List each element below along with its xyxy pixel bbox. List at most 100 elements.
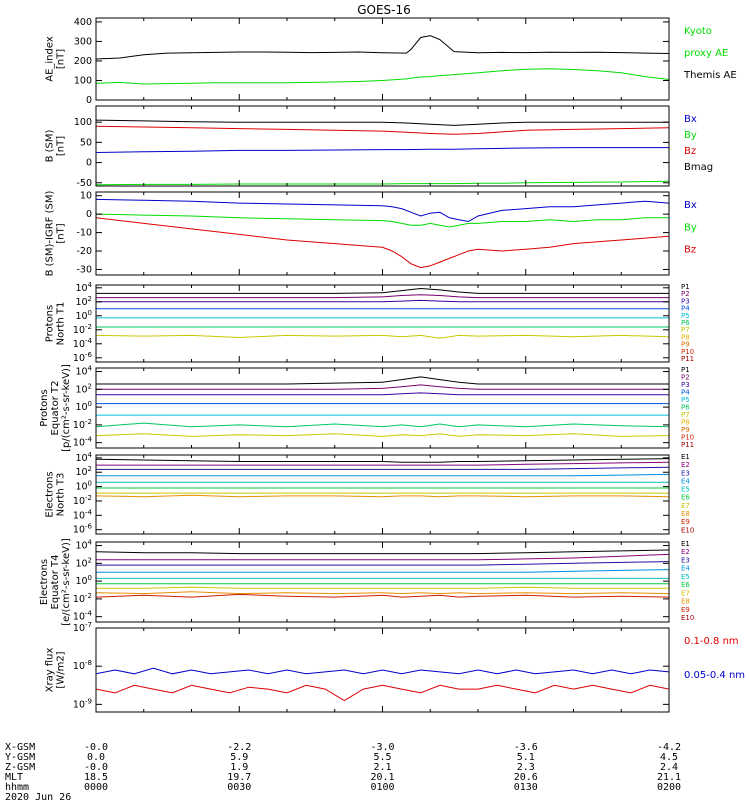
eph-value: 18.5 bbox=[84, 772, 108, 783]
legend-entry: E3 bbox=[681, 469, 690, 477]
eph-value: -3.6 bbox=[514, 742, 538, 753]
panel-bsm: -50 0 50 100 B (SM)[nT] Bx By Bz Bmag bbox=[45, 105, 713, 189]
eph-value: 20.1 bbox=[370, 772, 394, 783]
series-line-en-e1 bbox=[95, 458, 670, 463]
y-axis-label-line: North T1 bbox=[56, 302, 67, 346]
y-tick-exp: -8 bbox=[85, 659, 92, 667]
y-tick-label: 200 bbox=[74, 56, 92, 67]
panel-ae: 0 100 200 300 400 AE_index[nT] Kyoto proxy AE Th… bbox=[45, 17, 737, 106]
legend-entry: 0.05-0.4 nm bbox=[684, 670, 745, 681]
legend-entry: P10 bbox=[681, 348, 694, 356]
series-line-digrf-bx bbox=[95, 198, 670, 223]
y-tick-base: 10 bbox=[75, 367, 87, 378]
y-tick-label: 100 bbox=[75, 574, 92, 587]
y-tick-label: 300 bbox=[74, 36, 92, 47]
y-tick-base: 10 bbox=[73, 510, 85, 521]
y-axis-label-line: Equator T2 bbox=[50, 381, 61, 436]
y-tick-label: 102 bbox=[75, 295, 92, 308]
series-line-pn-p1 bbox=[96, 287, 669, 294]
y-axis-label: ElectronsNorth T3 bbox=[45, 471, 67, 517]
series-line-en-e4 bbox=[96, 473, 670, 477]
legend-entry: E4 bbox=[681, 477, 690, 485]
legend-entry: P4 bbox=[681, 305, 690, 313]
y-tick-label: 104 bbox=[75, 451, 92, 464]
y-tick-label: 104 bbox=[75, 281, 92, 294]
y-tick-label: 104 bbox=[75, 539, 92, 552]
y-tick-base: 10 bbox=[75, 297, 87, 308]
legend-entry: E10 bbox=[681, 614, 694, 622]
legend-entry: E6 bbox=[681, 494, 690, 502]
legend-entry: P1 bbox=[681, 366, 690, 374]
y-tick-base: 10 bbox=[75, 541, 87, 552]
series-line-bsm-by bbox=[95, 180, 670, 186]
panel-frame bbox=[95, 17, 670, 101]
eph-value: -3.0 bbox=[370, 742, 394, 753]
legend-entry: P11 bbox=[681, 441, 694, 449]
eph-value: -2.2 bbox=[227, 742, 251, 753]
legend-entry: Kyoto bbox=[684, 26, 712, 37]
y-tick-base: 10 bbox=[75, 453, 87, 464]
y-tick-base: 10 bbox=[75, 576, 87, 587]
y-tick-exp: 0 bbox=[88, 309, 92, 317]
y-tick-exp: 4 bbox=[88, 539, 93, 547]
legend-entry: Bx bbox=[684, 114, 697, 125]
eph-value: -0.0 bbox=[84, 742, 108, 753]
y-tick-base: 10 bbox=[73, 612, 85, 623]
eph-row-label: Z-GSM bbox=[5, 762, 35, 773]
y-tick-label: 0 bbox=[86, 209, 92, 220]
y-tick-label: 0 bbox=[86, 95, 92, 106]
y-tick-exp: 2 bbox=[88, 556, 92, 564]
y-axis-label: ProtonsEquator T2[p/(cm²-s-sr-keV)] bbox=[39, 364, 72, 452]
y-tick-base: 10 bbox=[75, 283, 87, 294]
y-tick-base: 10 bbox=[73, 353, 85, 364]
y-tick-base: 10 bbox=[73, 623, 85, 634]
eph-row-label: MLT bbox=[5, 772, 23, 783]
y-axis-label-line: B (SM) bbox=[45, 129, 56, 162]
legend-entry: P3 bbox=[681, 381, 690, 389]
y-tick-label: 10-4 bbox=[73, 610, 93, 623]
series-line-pe-p1 bbox=[96, 376, 669, 385]
y-tick-label: 10-8 bbox=[73, 659, 92, 672]
eph-value: 5.9 bbox=[230, 752, 248, 763]
legend-entry: E9 bbox=[681, 518, 690, 526]
series-line-bsm-bx bbox=[95, 147, 669, 153]
panel-frame bbox=[95, 105, 670, 187]
y-tick-exp: 2 bbox=[88, 465, 92, 473]
legend-entry: P7 bbox=[681, 326, 690, 334]
y-axis-label-line: [e/(cm²-s-sr-keV)] bbox=[61, 538, 72, 626]
y-tick-exp: -6 bbox=[85, 523, 93, 531]
y-tick-label: 104 bbox=[75, 365, 92, 378]
legend-entry: E8 bbox=[681, 598, 690, 606]
series-line-pn-p2 bbox=[96, 294, 669, 299]
eph-value: 4.5 bbox=[660, 752, 678, 763]
y-tick-exp: -4 bbox=[85, 436, 93, 444]
eph-value: 0130 bbox=[514, 782, 538, 793]
y-axis-label-line: [p/(cm²-s-sr-keV)] bbox=[61, 364, 72, 452]
eph-row-label: hhmm bbox=[5, 782, 29, 793]
panel-frame bbox=[95, 191, 670, 276]
y-axis-label-line: Electrons bbox=[39, 559, 50, 605]
y-tick-exp: 4 bbox=[88, 365, 93, 373]
eph-value: 2.4 bbox=[660, 762, 678, 773]
legend-entry: E5 bbox=[681, 486, 690, 494]
y-tick-base: 10 bbox=[75, 311, 87, 322]
legend-entry: proxy AE bbox=[684, 48, 728, 59]
legend-entry: P11 bbox=[681, 355, 694, 363]
series-line-pe-p6 bbox=[95, 422, 670, 428]
y-tick-label: 100 bbox=[74, 75, 92, 86]
y-tick-label: 10 bbox=[80, 191, 92, 202]
legend-entry: Themis AE bbox=[683, 70, 737, 81]
series-line-ae-kyoto-proxy-ae bbox=[95, 68, 670, 85]
y-tick-label: 10-6 bbox=[73, 351, 93, 364]
y-tick-exp: -2 bbox=[85, 592, 92, 600]
y-tick-label: 100 bbox=[75, 309, 92, 322]
series-line-ee-e9 bbox=[95, 593, 670, 598]
eph-value: 2.3 bbox=[517, 762, 535, 773]
y-axis-label: ProtonsNorth T1 bbox=[45, 302, 67, 346]
y-axis-label-line: Equator T4 bbox=[50, 555, 61, 610]
y-tick-exp: -2 bbox=[85, 418, 92, 426]
y-tick-base: 10 bbox=[73, 438, 85, 449]
